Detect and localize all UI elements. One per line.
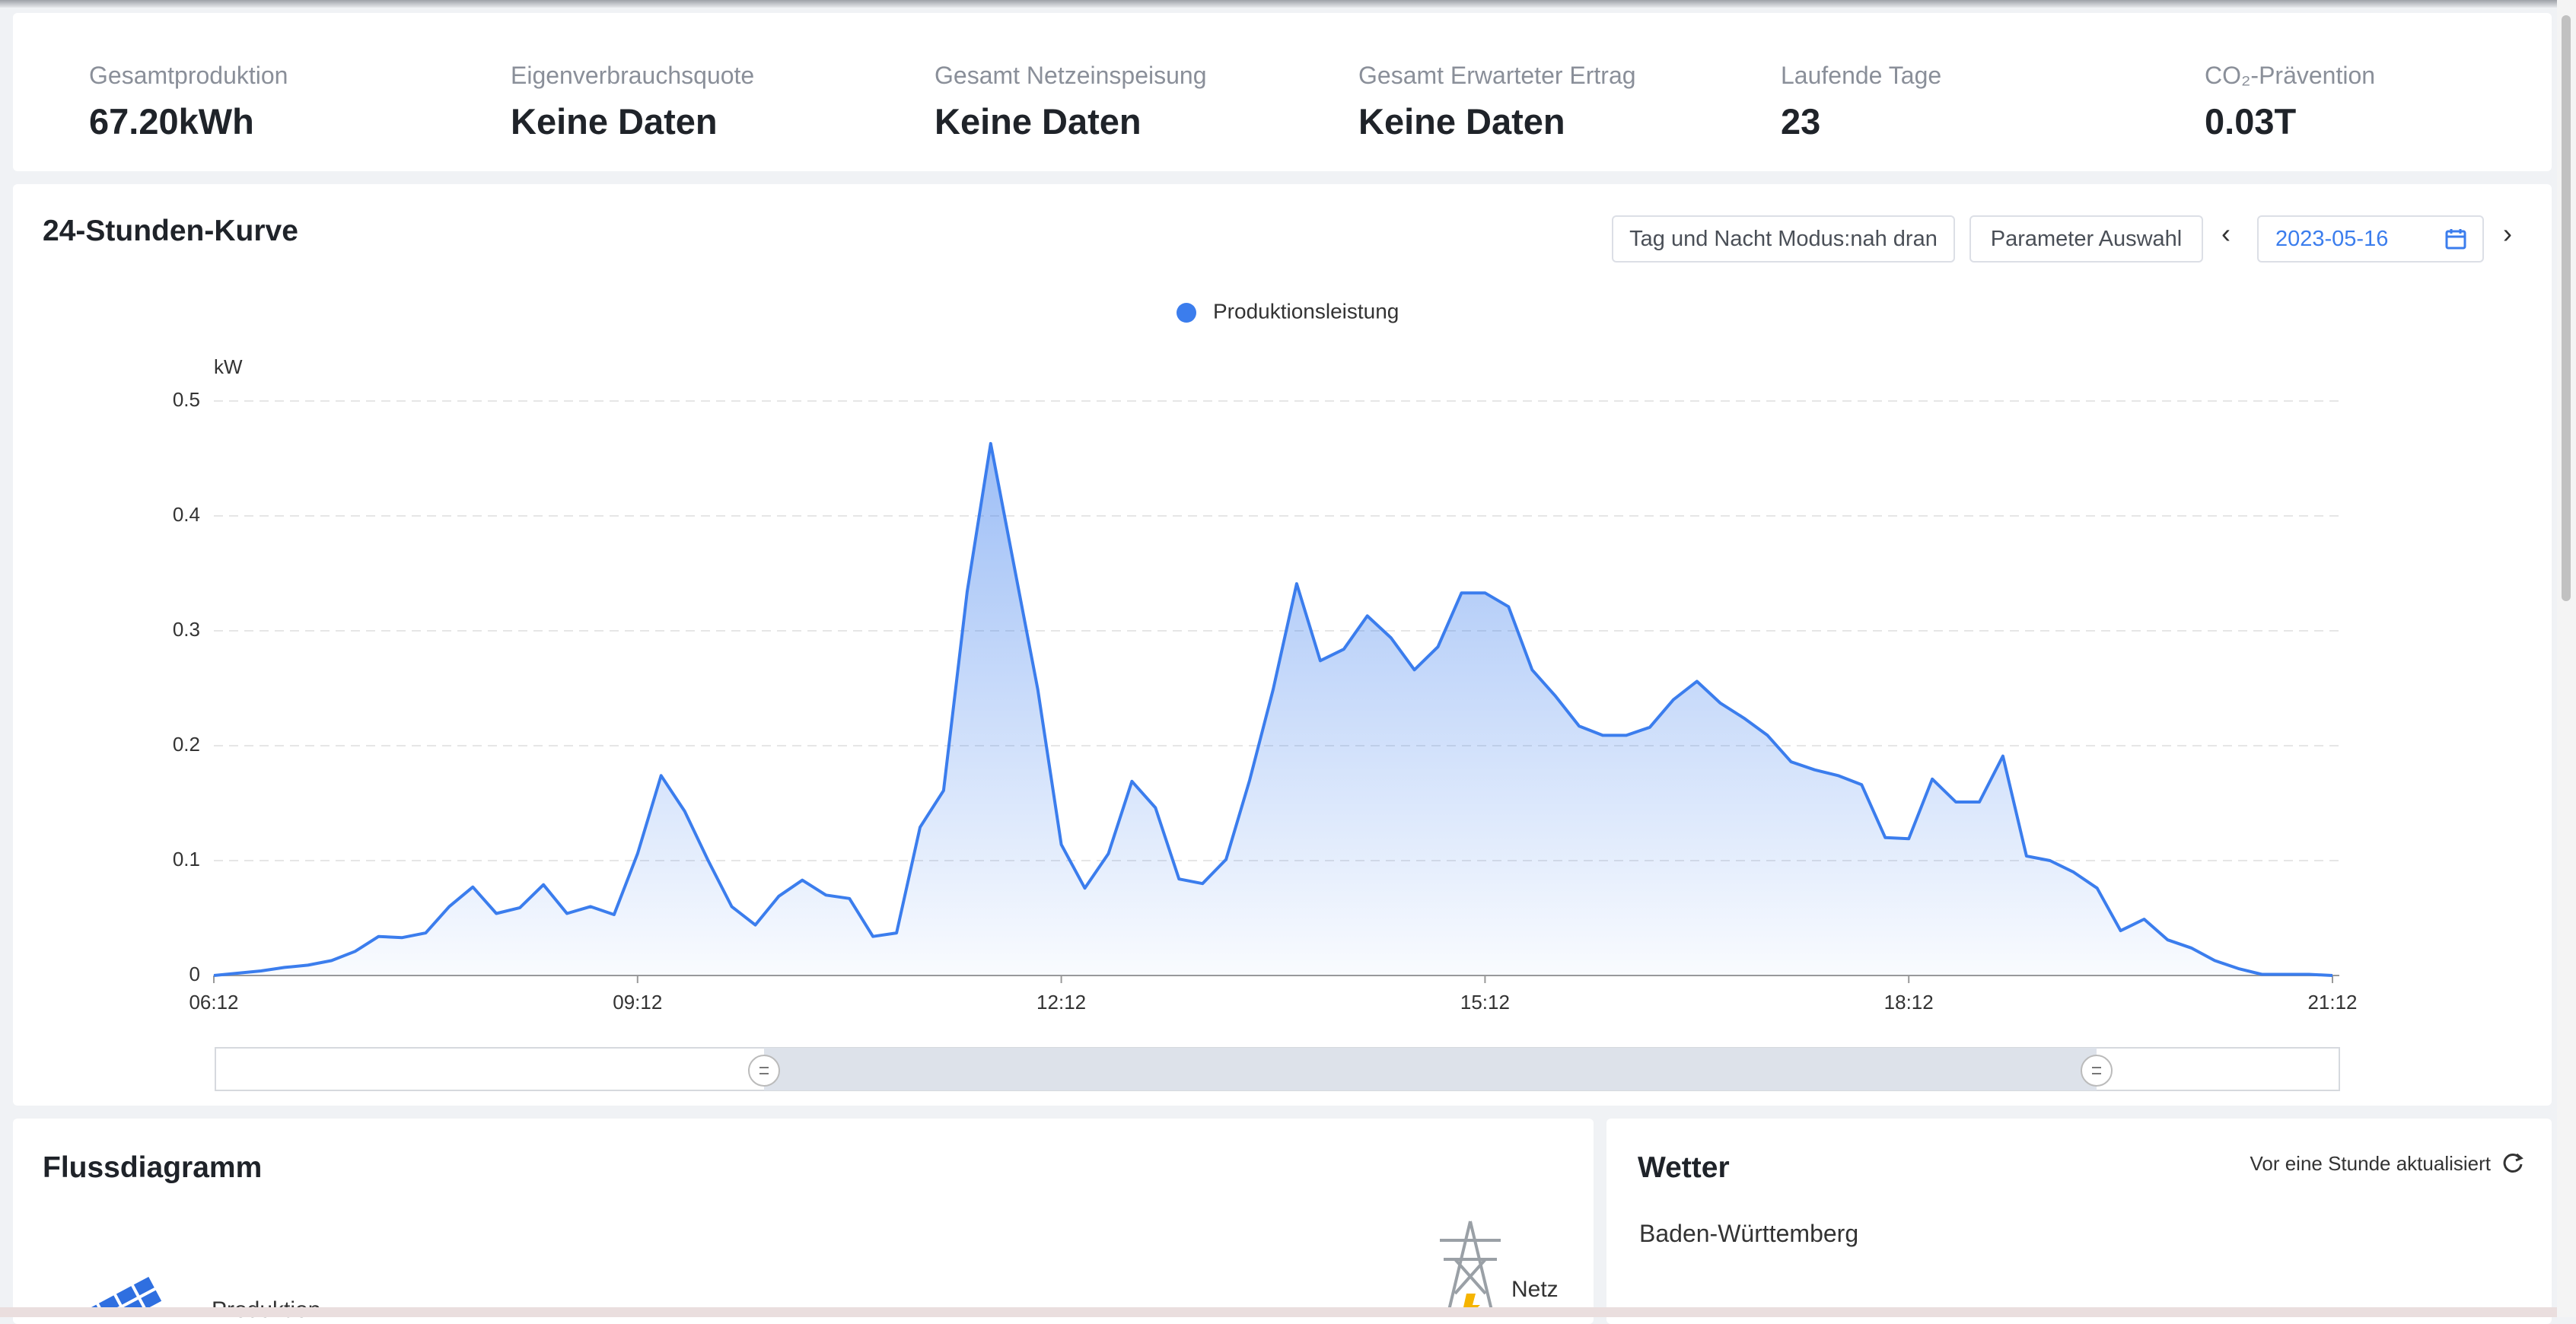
stat: Eigenverbrauchsquote Keine Daten: [511, 62, 754, 142]
scroll-thumb[interactable]: [2562, 15, 2571, 601]
refresh-icon[interactable]: [2501, 1151, 2524, 1174]
panel-title: Flussdiagramm: [43, 1151, 263, 1184]
date-picker[interactable]: 2023-05-16: [2257, 215, 2484, 263]
stat-value: 0.03T: [2205, 101, 2297, 142]
stat-value: 23: [1781, 101, 1821, 142]
region-text: Baden-Württemberg: [1639, 1220, 1859, 1247]
scrollbar[interactable]: [2557, 0, 2576, 1317]
stat-label: CO₂-Prävention: [2205, 62, 2376, 89]
date-text: 2023-05-16: [2275, 226, 2389, 251]
panel-title: Wetter: [1638, 1151, 1730, 1184]
flow-card: Flussdiagramm Produktion Netz: [13, 1119, 1594, 1324]
stat-value: 67.20kWh: [89, 101, 254, 142]
stat-label: Laufende Tage: [1781, 62, 1942, 89]
stats-card: Gesamtproduktion 67.20kWh Eigenverbrauchs…: [13, 13, 2552, 171]
stat-value: Keine Daten: [935, 101, 1142, 142]
stat: Gesamt Erwarteter Ertrag Keine Daten: [1358, 62, 1636, 142]
stat: Laufende Tage 23: [1781, 62, 1941, 142]
prev-day[interactable]: ‹: [2221, 218, 2231, 249]
top-bar: [0, 0, 2557, 8]
stat: Gesamt Netzeinspeisung Keine Daten: [935, 62, 1207, 142]
param-button[interactable]: Parameter Auswahl: [1969, 215, 2203, 263]
weather-card: Wetter Vor eine Stunde aktualisiert Bade…: [1606, 1119, 2552, 1324]
stat-label: Gesamt Netzeinspeisung: [935, 62, 1207, 89]
mode-button[interactable]: Tag und Nacht Modus:nah dran: [1612, 215, 1955, 263]
bottom-strip: [0, 1307, 2557, 1317]
grid-tower-icon: [1440, 1221, 1501, 1316]
stat-label: Eigenverbrauchsquote: [511, 62, 755, 89]
next-day[interactable]: ›: [2503, 218, 2512, 249]
solar-icon: [81, 1276, 162, 1313]
panel-title: 24-Stunden-Kurve: [43, 215, 298, 247]
chart-card: 24-Stunden-Kurve Tag und Nacht Modus:nah…: [13, 184, 2552, 1106]
stat-value: Keine Daten: [1358, 101, 1565, 142]
stat-label: Gesamtproduktion: [89, 62, 288, 89]
updated-text: Vor eine Stunde aktualisiert: [2250, 1152, 2491, 1175]
calendar-icon: [2445, 229, 2466, 250]
stat-value: Keine Daten: [511, 101, 718, 142]
stat-label: Gesamt Erwarteter Ertrag: [1358, 62, 1636, 89]
stat: Gesamtproduktion 67.20kWh: [89, 62, 288, 142]
stat: CO₂-Prävention 0.03T: [2205, 62, 2375, 142]
flow-label: Netz: [1511, 1277, 1559, 1302]
